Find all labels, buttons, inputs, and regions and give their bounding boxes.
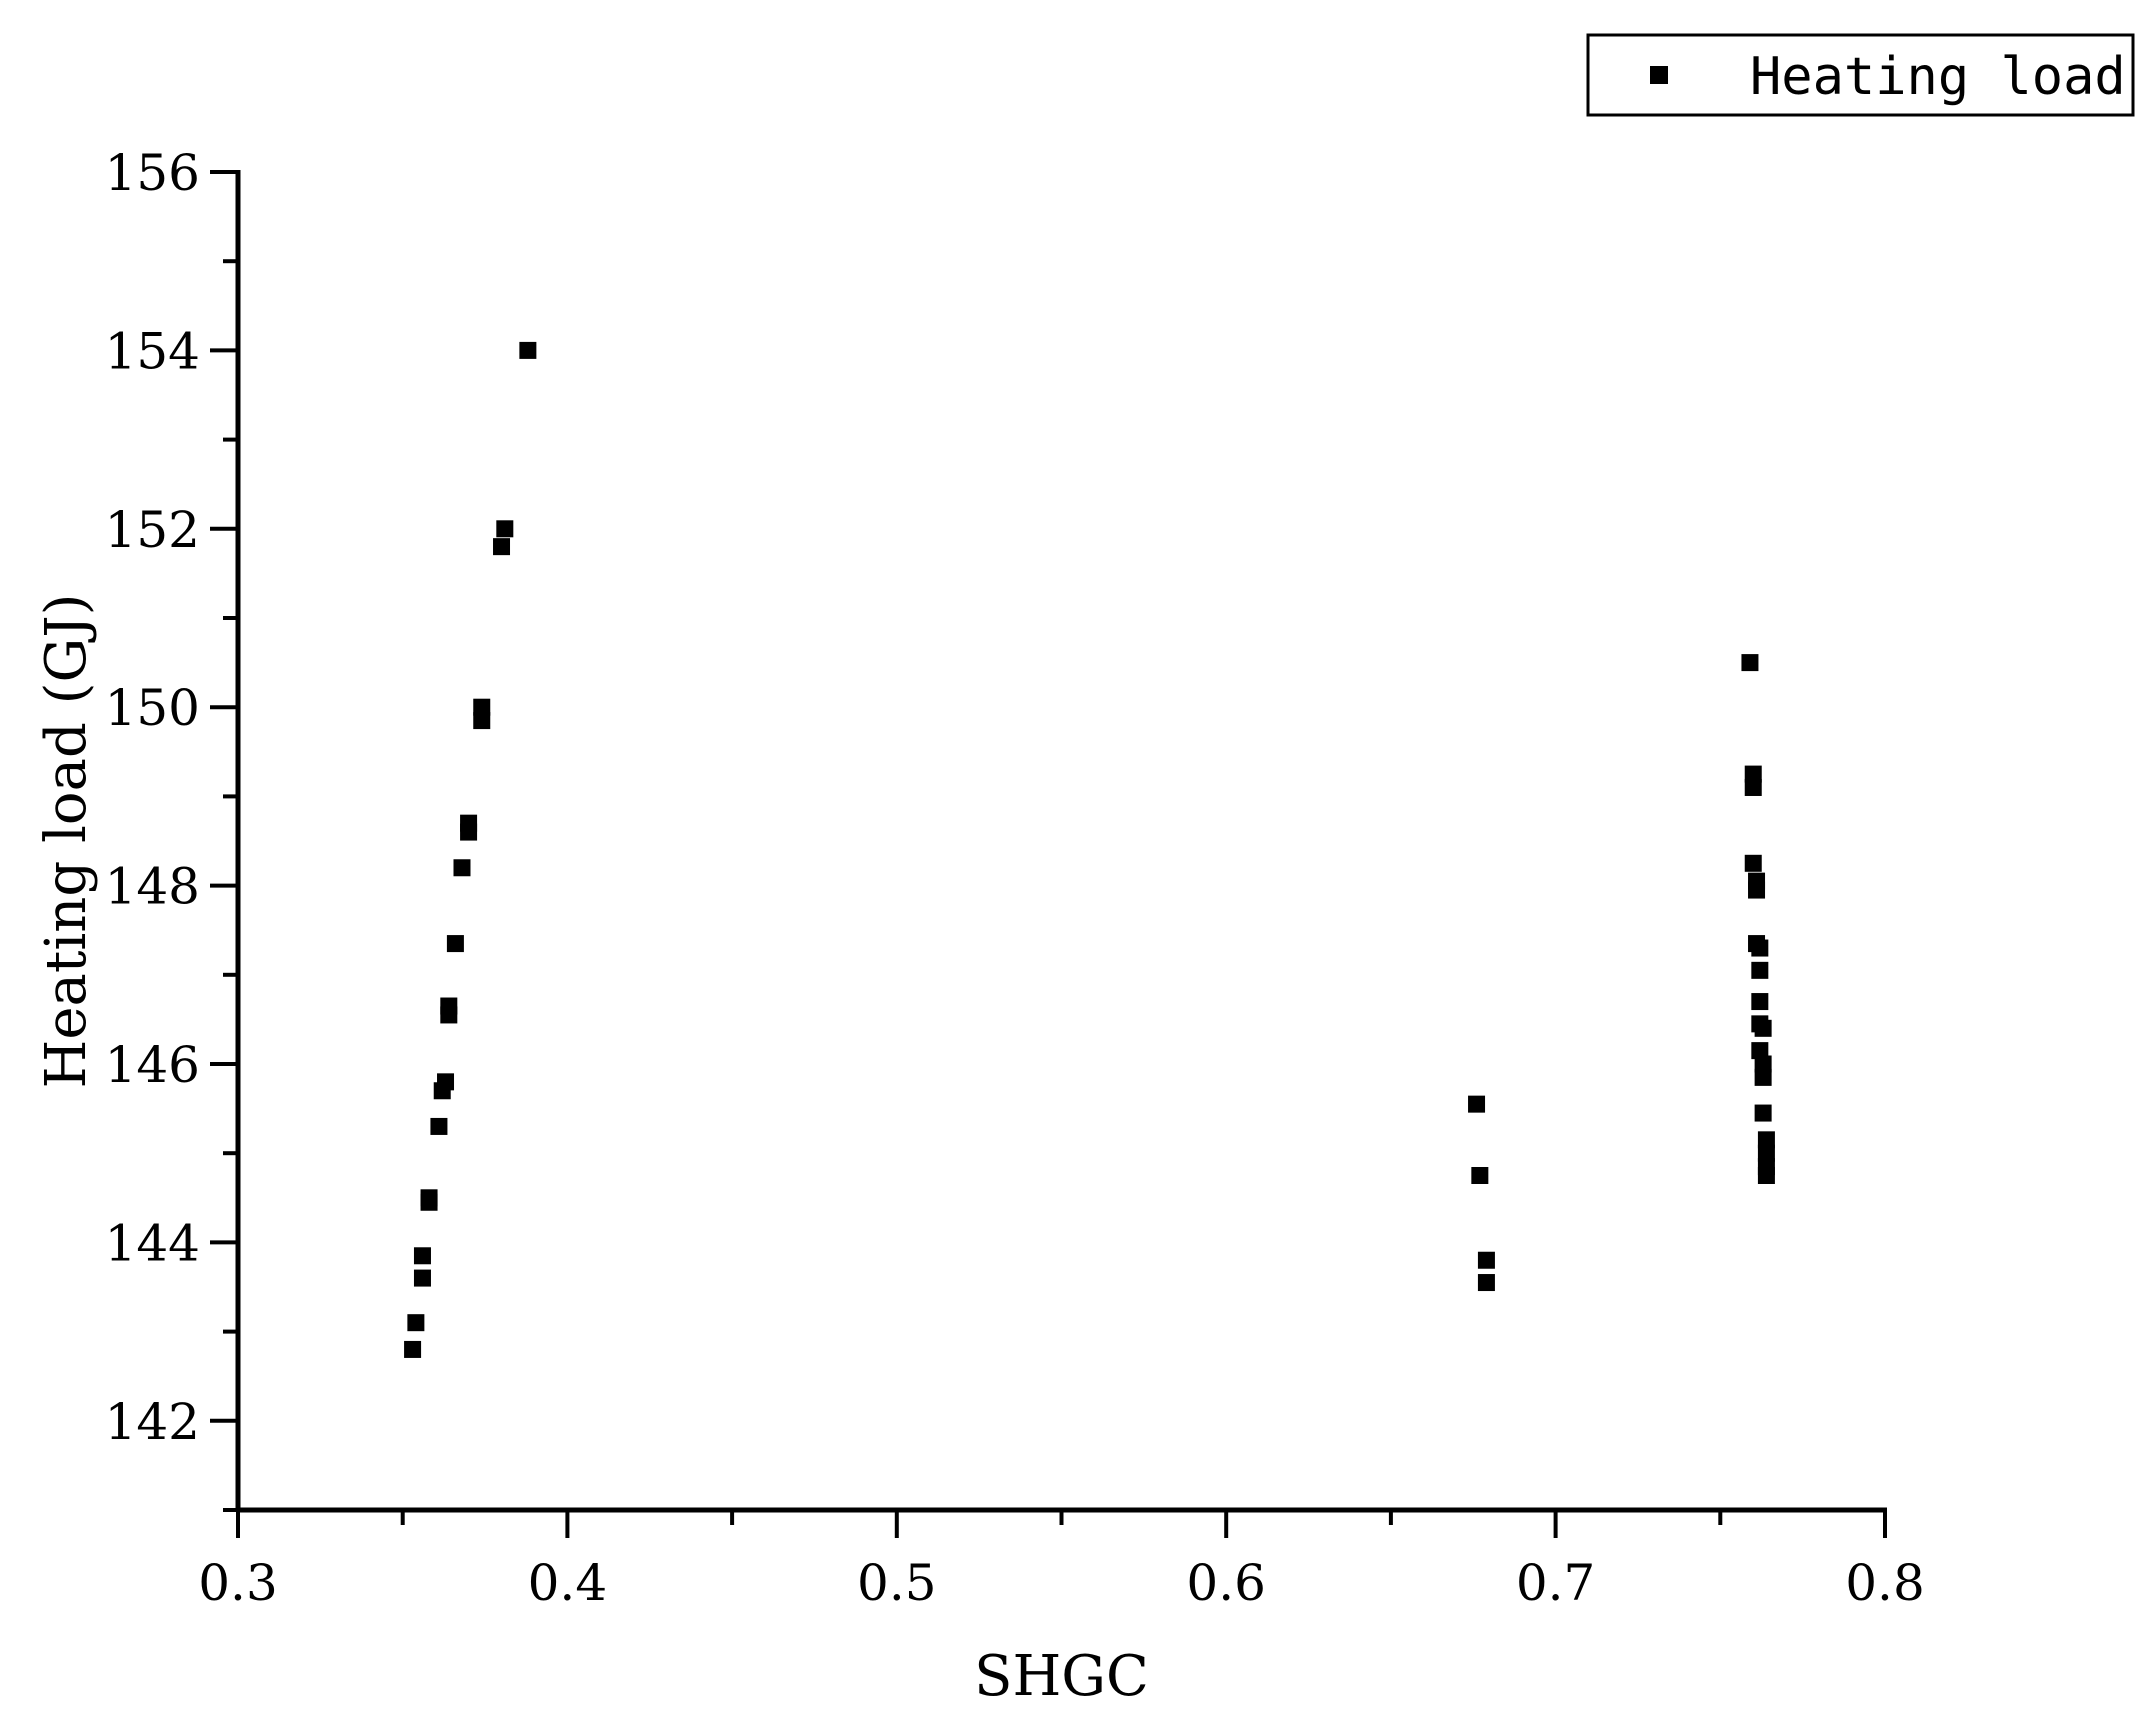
y-axis-ticks: 142 144 146 148 150 152 154 156 — [105, 144, 238, 1512]
data-point — [440, 997, 458, 1015]
data-point — [1757, 1167, 1775, 1184]
x-axis-title: SHGC — [974, 1644, 1149, 1709]
data-point — [493, 538, 511, 556]
x-tick-label: 0.4 — [528, 1554, 608, 1612]
data-point — [1754, 1055, 1772, 1073]
data-point — [407, 1314, 425, 1332]
data-point — [1751, 993, 1769, 1011]
data-point — [1754, 1019, 1772, 1037]
x-tick-label: 0.7 — [1516, 1554, 1596, 1612]
y-axis-title: Heating load (GJ) — [34, 593, 99, 1088]
data-point — [1754, 1104, 1772, 1122]
data-point — [1477, 1274, 1495, 1292]
y-tick-label: 142 — [105, 1393, 200, 1451]
data-point — [1748, 872, 1766, 890]
data-point — [1751, 1042, 1769, 1060]
data-point — [473, 698, 491, 716]
x-axis-ticks: 0.3 0.4 0.5 0.6 0.7 0.8 — [198, 1510, 1925, 1612]
data-point — [437, 1073, 455, 1091]
y-tick-label: 144 — [105, 1214, 200, 1272]
data-points — [404, 341, 1775, 1358]
data-point — [1751, 939, 1769, 957]
data-point — [1744, 778, 1762, 796]
data-point — [404, 1340, 422, 1358]
data-point — [413, 1247, 431, 1265]
x-tick-label: 0.8 — [1845, 1554, 1925, 1612]
data-point — [496, 520, 514, 538]
data-point — [519, 341, 537, 359]
legend-label: Heating load — [1750, 47, 2126, 107]
y-tick-label: 148 — [105, 858, 200, 916]
data-point — [473, 712, 491, 730]
data-point — [1757, 1131, 1775, 1149]
y-tick-label: 154 — [105, 322, 200, 380]
data-point — [1751, 961, 1769, 979]
data-point — [1741, 654, 1759, 672]
data-point — [460, 814, 478, 832]
data-point — [1471, 1167, 1489, 1184]
data-point — [1468, 1095, 1486, 1113]
x-tick-label: 0.5 — [857, 1554, 937, 1612]
data-point — [1744, 854, 1762, 872]
x-tick-label: 0.6 — [1186, 1554, 1266, 1612]
legend-marker — [1650, 66, 1668, 84]
data-point — [413, 1269, 431, 1287]
data-point — [430, 1117, 448, 1135]
plot-area: 0.3 0.4 0.5 0.6 0.7 0.8 142 144 146 148 150 152 154… — [105, 144, 1925, 1612]
y-tick-label: 146 — [105, 1036, 200, 1094]
data-point — [446, 935, 464, 953]
y-tick-label: 152 — [105, 501, 200, 559]
legend-box — [1586, 33, 2135, 117]
data-point — [1744, 765, 1762, 783]
y-tick-label: 156 — [105, 144, 200, 202]
data-point — [1757, 1144, 1775, 1162]
data-point — [453, 859, 471, 877]
x-tick-label: 0.3 — [198, 1554, 278, 1612]
data-point — [1477, 1251, 1495, 1269]
data-point — [1754, 1068, 1772, 1086]
legend: Heating load — [1586, 33, 2135, 117]
data-point — [420, 1189, 438, 1207]
y-tick-label: 150 — [105, 679, 200, 737]
